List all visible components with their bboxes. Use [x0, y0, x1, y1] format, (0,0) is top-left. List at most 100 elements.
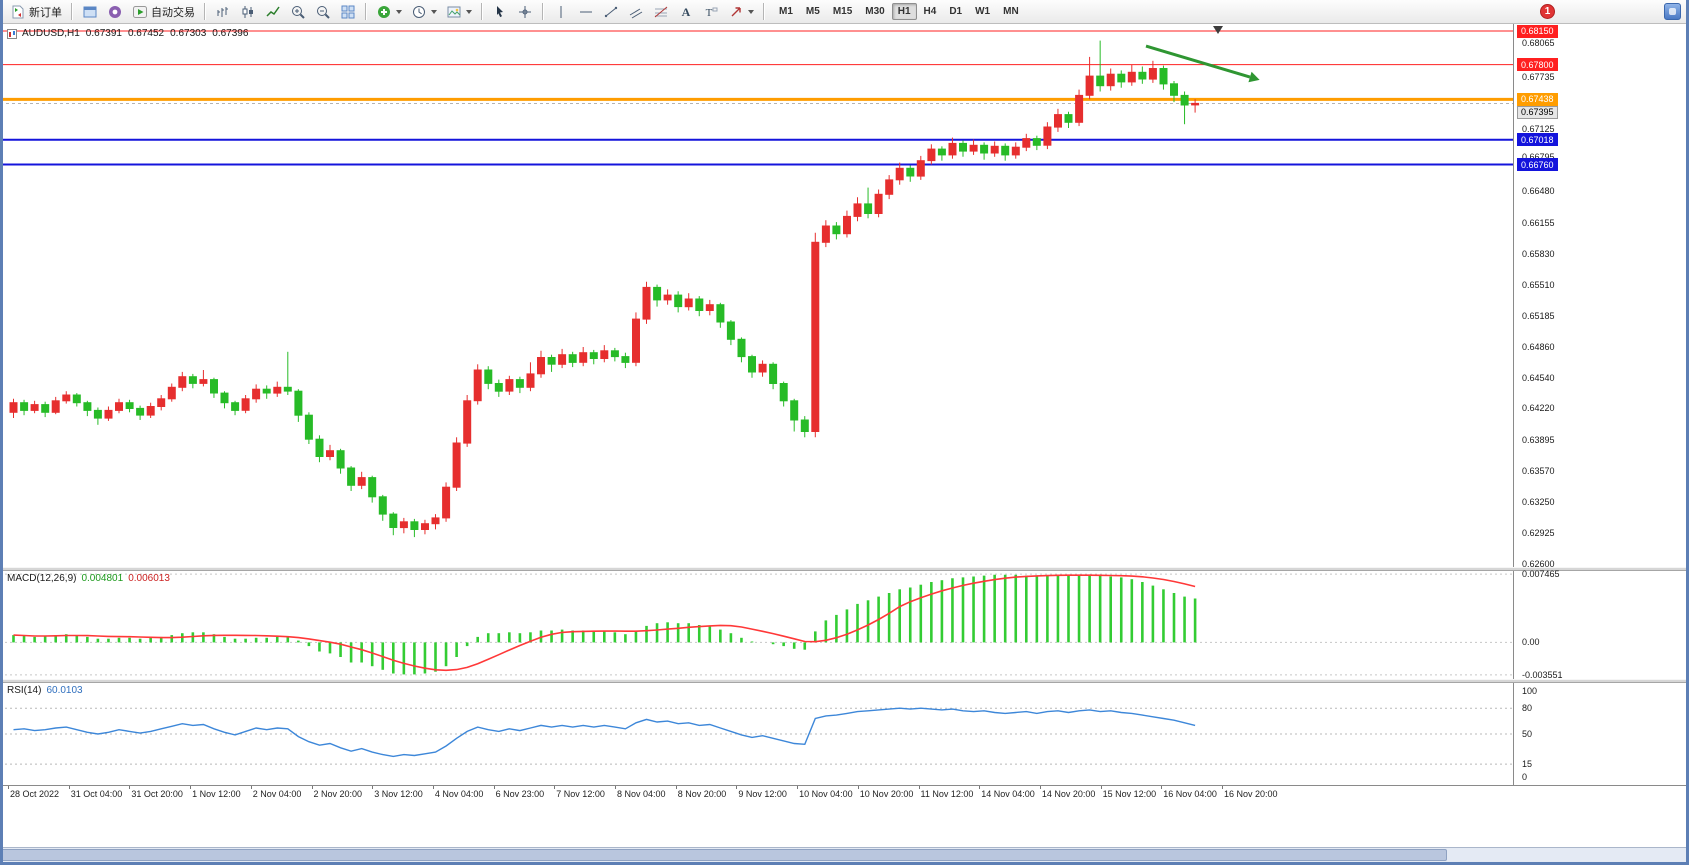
time-axis-label: 4 Nov 04:00	[434, 789, 484, 799]
timeframe-w1-button[interactable]: W1	[975, 6, 991, 17]
cursor-button[interactable]	[488, 2, 512, 22]
indicators-button[interactable]	[372, 2, 406, 22]
scrollbar-thumb[interactable]	[1, 849, 1447, 861]
price-axis-label: 0.67735	[1522, 71, 1555, 82]
templates-button[interactable]	[442, 2, 476, 22]
horizontal-scrollbar[interactable]	[0, 847, 1689, 862]
price-chart-canvas[interactable]	[0, 24, 1513, 567]
candle	[273, 386, 282, 394]
candle	[336, 450, 345, 469]
window-frame-left	[0, 0, 3, 865]
time-axis-label: 7 Nov 12:00	[556, 789, 605, 799]
candle	[558, 354, 567, 365]
fibonacci-icon	[654, 6, 668, 17]
separator	[365, 3, 367, 20]
tile-windows-icon	[341, 5, 355, 18]
price-axis-label: 0.65185	[1522, 310, 1555, 321]
new-order-icon	[12, 5, 24, 18]
connection-status-icon[interactable]	[1664, 3, 1681, 20]
timeframe-d1-button[interactable]: D1	[949, 6, 963, 17]
candle	[758, 363, 767, 373]
time-axis-tick	[918, 786, 920, 789]
fibonacci-button[interactable]	[649, 2, 673, 22]
rsi-panel[interactable]: RSI(14) 60.0103 100 80 50 15 0	[0, 683, 1689, 785]
zoom-out-button[interactable]	[311, 2, 335, 22]
text-button[interactable]: A	[674, 2, 698, 22]
open-value: 0.67391	[85, 28, 122, 39]
timeframe-m30-button[interactable]: M30	[865, 6, 885, 17]
vertical-line-button[interactable]	[549, 2, 573, 22]
timeframe-bar: M1 M5 M15 M30 H1 H4 D1 W1 MN	[773, 3, 1025, 20]
time-axis-tick	[311, 786, 313, 789]
time-axis-label: 9 Nov 12:00	[738, 789, 787, 799]
candle	[1064, 114, 1073, 123]
candle	[927, 148, 936, 162]
candle	[1180, 94, 1189, 106]
separator	[763, 3, 765, 20]
channel-button[interactable]	[624, 2, 648, 22]
bar-chart-button[interactable]	[211, 2, 235, 22]
new-order-button[interactable]: 新订单	[6, 2, 66, 22]
price-axis-label: 0.62600	[1522, 559, 1555, 569]
candlestick-chart-button[interactable]	[236, 2, 260, 22]
candle	[1085, 75, 1094, 96]
horizontal-line-button[interactable]	[574, 2, 598, 22]
candle	[1138, 71, 1147, 80]
panel-splitter[interactable]	[0, 679, 1689, 683]
window-frame-bottom	[0, 862, 1689, 865]
price-chart-panel[interactable]: AUDUSD,H1 0.67391 0.67452 0.67303 0.6739…	[0, 24, 1689, 569]
label-button[interactable]: T	[699, 2, 723, 22]
candle	[769, 363, 778, 384]
arrows-button[interactable]	[724, 2, 758, 22]
dropdown-caret	[748, 9, 754, 14]
crosshair-button[interactable]	[513, 2, 537, 22]
chart-shift-marker[interactable]	[1213, 26, 1223, 34]
periods-button[interactable]	[407, 2, 441, 22]
candle	[916, 160, 925, 177]
candle	[431, 517, 440, 525]
time-axis-label: 15 Nov 12:00	[1102, 789, 1157, 799]
candle	[537, 357, 545, 375]
notifications-badge[interactable]: 1	[1540, 4, 1555, 19]
candle	[399, 521, 408, 529]
autotrading-button[interactable]: 自动交易	[128, 2, 199, 22]
candle	[199, 379, 208, 384]
timeframe-mn-button[interactable]: MN	[1003, 6, 1019, 17]
candle	[705, 304, 714, 312]
macd-panel[interactable]: MACD(12,26,9) 0.004801 0.006013 0.007465…	[0, 569, 1689, 680]
candle	[241, 398, 250, 411]
candle	[610, 350, 619, 358]
time-axis-label: 10 Nov 04:00	[799, 789, 853, 799]
chart-profile-button[interactable]	[78, 2, 102, 22]
candle	[505, 379, 514, 392]
zoom-out-icon	[317, 5, 330, 19]
candle	[853, 203, 862, 217]
macd-axis-label: 0.00	[1522, 637, 1540, 648]
tile-windows-button[interactable]	[336, 2, 360, 22]
candle	[157, 398, 166, 407]
timeframe-h1-button[interactable]: H1	[891, 3, 917, 20]
periods-icon	[413, 5, 425, 18]
timeframe-m5-button[interactable]: M5	[805, 6, 820, 17]
rsi-axis-label: 15	[1522, 759, 1533, 770]
candle	[62, 394, 71, 402]
macd-axis-label: -0.003551	[1522, 669, 1563, 680]
timeframe-m1-button[interactable]: M1	[779, 6, 793, 17]
timeframe-m15-button[interactable]: M15	[832, 6, 853, 17]
trend-arrow-annotation[interactable]	[1145, 44, 1251, 79]
panel-splitter[interactable]	[0, 567, 1689, 571]
bid-price-badge: 0.67395	[1517, 105, 1558, 119]
macd-main-value: 0.004801	[81, 573, 124, 584]
text-icon: A	[682, 5, 691, 19]
zoom-in-button[interactable]	[286, 2, 310, 22]
timeframe-h4-button[interactable]: H4	[923, 6, 937, 17]
trendline-button[interactable]	[599, 2, 623, 22]
price-axis-label: 0.65830	[1522, 248, 1555, 259]
candle	[874, 193, 883, 215]
time-axis-label: 16 Nov 20:00	[1224, 789, 1278, 799]
line-chart-button[interactable]	[261, 2, 285, 22]
high-value: 0.67452	[127, 28, 165, 39]
candle	[1170, 83, 1178, 96]
candle	[663, 294, 672, 301]
community-button[interactable]	[103, 2, 127, 22]
